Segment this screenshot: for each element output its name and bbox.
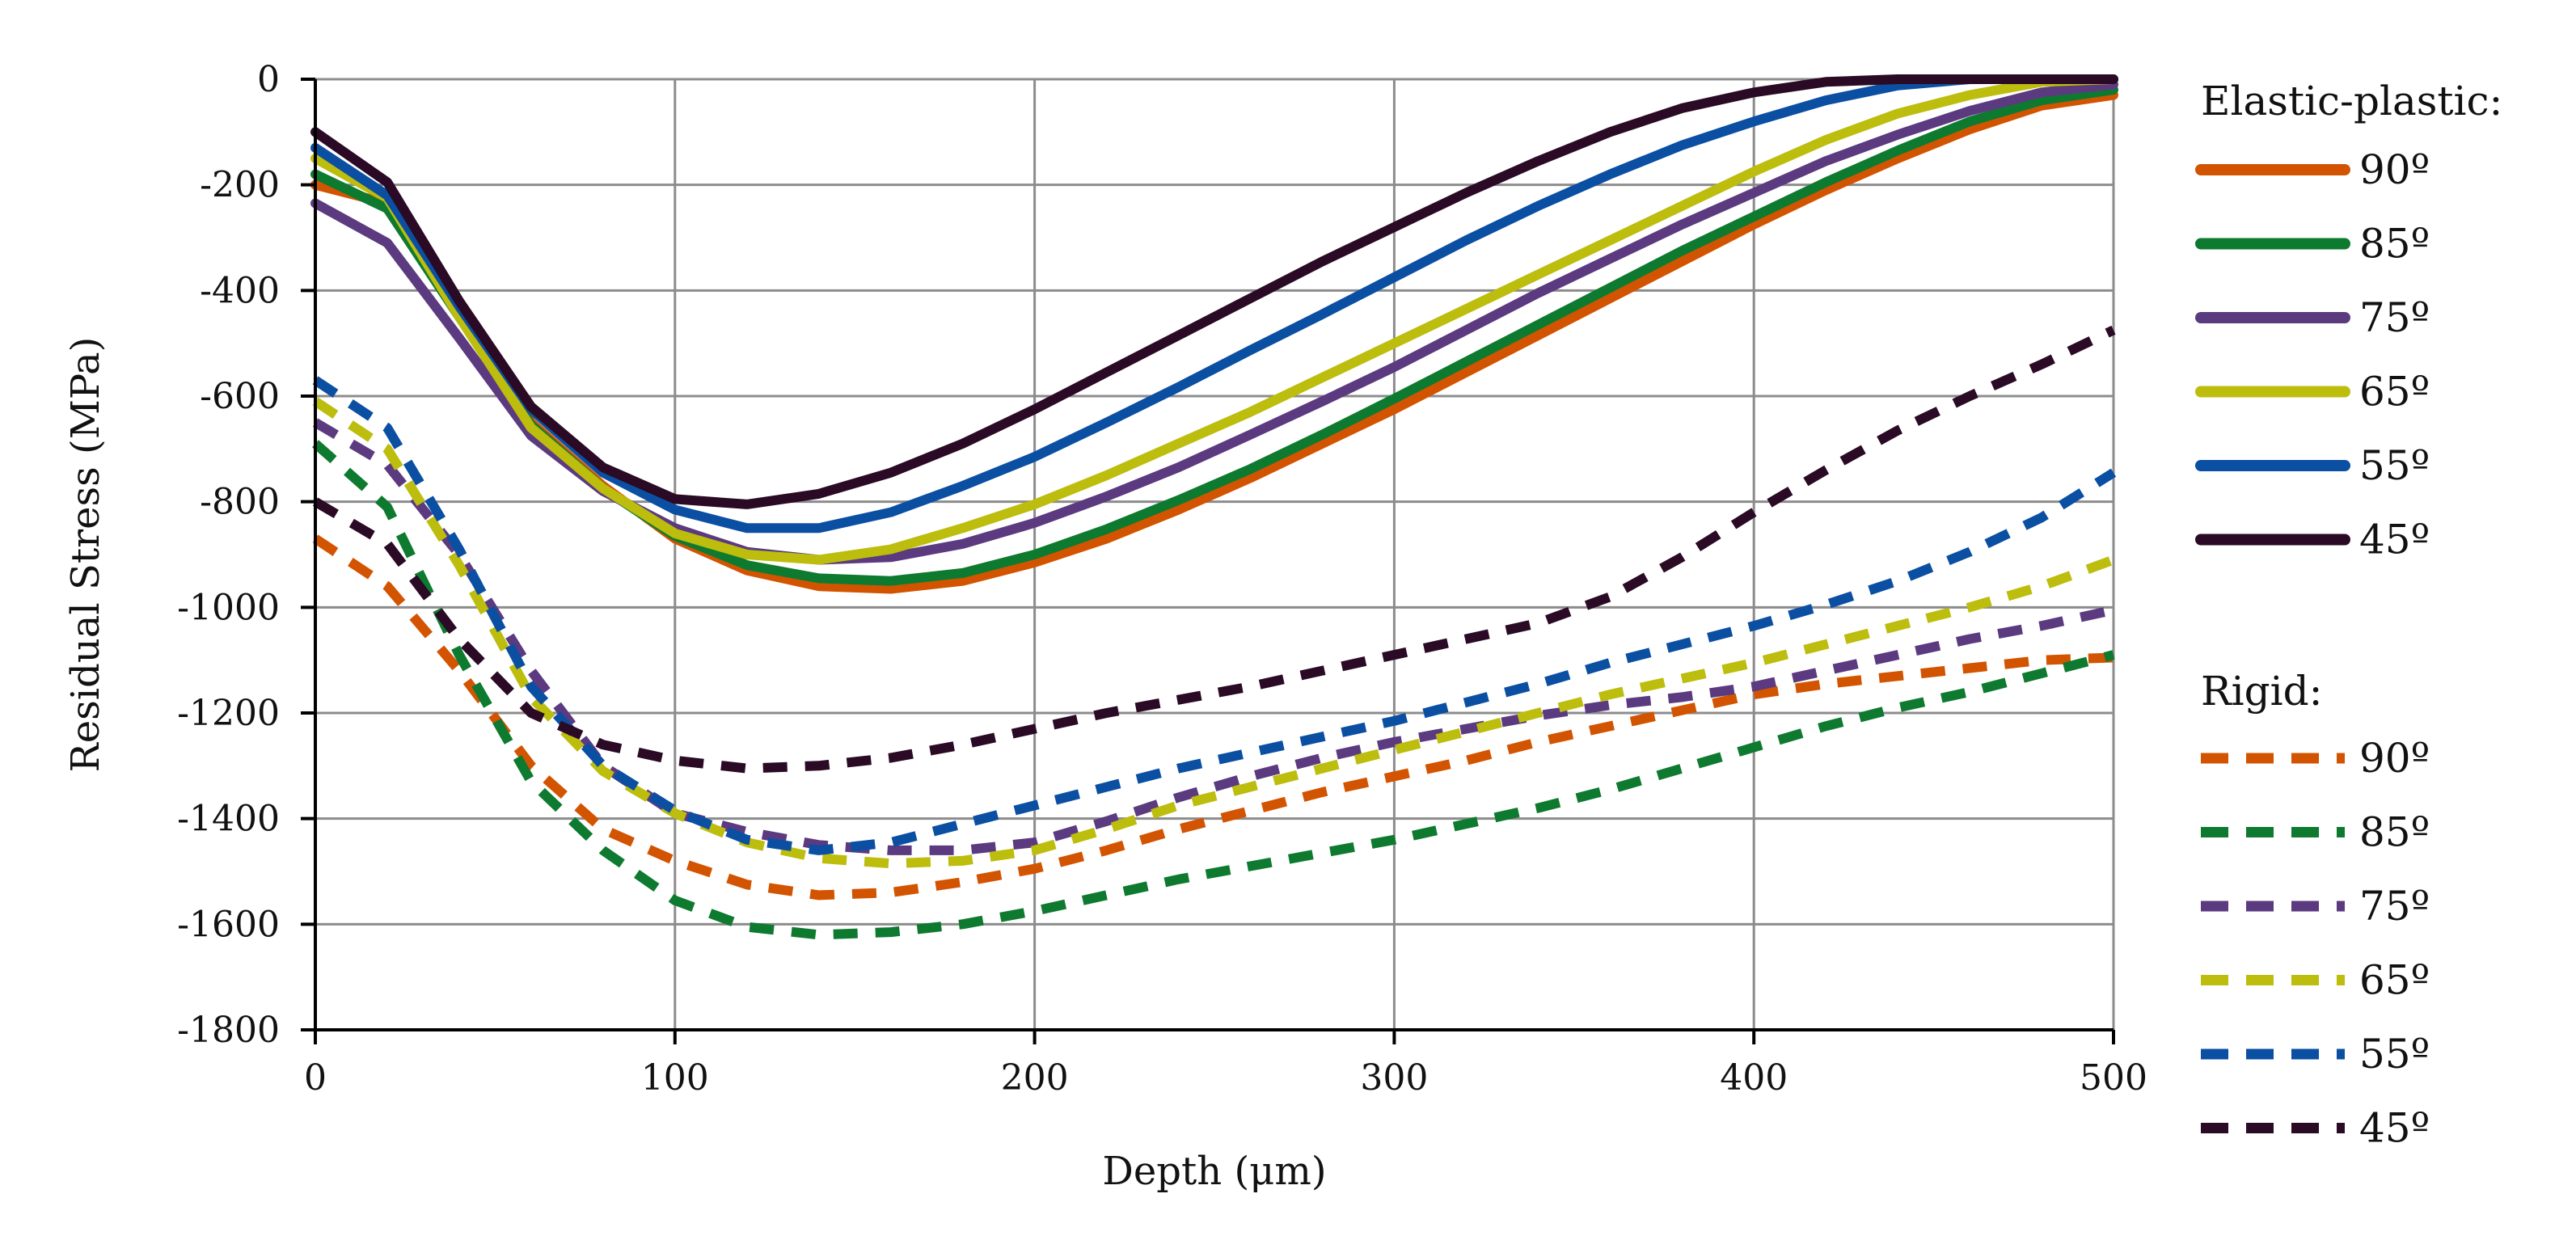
legend-label: 75º xyxy=(2359,294,2430,341)
legend-label: 65º xyxy=(2359,957,2430,1004)
x-tick-label: 300 xyxy=(1360,1057,1428,1099)
series-line-rigid-65 xyxy=(312,397,2116,869)
legend: Elastic-plastic: 90º 85º 75º 65º 55º 45º Rigid:… xyxy=(2195,78,2502,1152)
legend-label: 45º xyxy=(2359,1105,2430,1152)
legend-label: 90º xyxy=(2359,735,2430,782)
series-line-rigid-75 xyxy=(312,418,2115,855)
series-line-elastic-plastic-55 xyxy=(310,74,2118,534)
y-tick-label: 0 xyxy=(257,59,280,100)
legend-label: 55º xyxy=(2359,1031,2430,1078)
x-axis-title: Depth (μm) xyxy=(1102,1149,1326,1194)
legend-label: 45º xyxy=(2359,517,2430,563)
y-tick-label: -1800 xyxy=(177,1010,280,1051)
y-tick-label: -400 xyxy=(200,270,280,311)
tick-labels: 0 -200 -400 -600 -800 -1000 -1200 -1400 -1600 -18… xyxy=(177,59,2147,1099)
y-tick-label: -1400 xyxy=(177,799,280,840)
y-tick-label: -1200 xyxy=(177,693,280,734)
legend-group-heading: Rigid: xyxy=(2201,668,2323,715)
series-line-elastic-plastic-85 xyxy=(310,85,2118,586)
y-tick-label: -1600 xyxy=(177,904,280,945)
y-axis-title: Residual Stress (MPa) xyxy=(63,337,108,773)
series-line-elastic-plastic-45 xyxy=(310,74,2118,509)
legend-group-heading: Elastic-plastic: xyxy=(2201,78,2502,124)
legend-label: 65º xyxy=(2359,369,2430,415)
legend-label: 75º xyxy=(2359,883,2430,930)
legend-label: 90º xyxy=(2359,146,2430,193)
series-line-rigid-85 xyxy=(312,440,2115,940)
x-tick-label: 200 xyxy=(1001,1057,1069,1099)
axes xyxy=(301,78,2115,1044)
y-tick-label: -1000 xyxy=(177,587,280,628)
y-tick-label: -600 xyxy=(200,376,280,417)
legend-label: 85º xyxy=(2359,809,2430,856)
x-tick-label: 400 xyxy=(1720,1057,1788,1099)
grid-lines xyxy=(314,78,2115,1031)
y-tick-label: -800 xyxy=(200,482,280,523)
legend-label: 55º xyxy=(2359,442,2430,489)
series-line-rigid-45 xyxy=(312,325,2116,774)
x-tick-label: 500 xyxy=(2080,1057,2147,1099)
x-tick-label: 0 xyxy=(304,1057,327,1099)
series-lines xyxy=(310,74,2118,940)
x-tick-label: 100 xyxy=(641,1057,709,1099)
legend-label: 85º xyxy=(2359,221,2430,268)
series-line-rigid-90 xyxy=(312,534,2114,901)
series-line-elastic-plastic-65 xyxy=(310,74,2118,565)
y-tick-label: -200 xyxy=(200,165,280,206)
